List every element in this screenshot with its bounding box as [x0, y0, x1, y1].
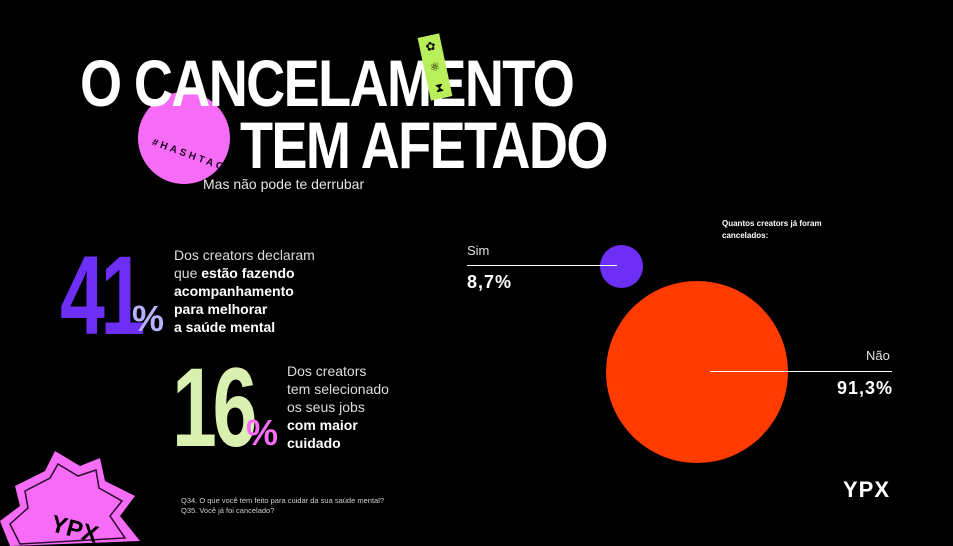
stat-41-value: 41 [60, 233, 145, 358]
flower-icon: ✿ [424, 38, 437, 54]
bubble-sim [600, 245, 643, 288]
sim-label: Sim [467, 243, 490, 258]
ypx-logo: YPX [843, 477, 891, 502]
page-subtitle: Mas não pode te derrubar [203, 176, 365, 192]
bubble-nao [606, 281, 788, 463]
page-title-line-2: TEM AFETADO [240, 108, 608, 182]
hashtag-circle-sticker [138, 92, 230, 184]
nao-leader-line [710, 371, 892, 372]
stat-41-unit: % [132, 298, 165, 339]
sim-leader-line [467, 265, 617, 266]
hourglass-icon: ⧗ [433, 79, 445, 95]
stat-16-unit: % [246, 412, 279, 453]
stat-41-description: Dos creators declaram que estão fazendo … [174, 247, 315, 335]
ypx-starburst-badge-icon: YPX [0, 451, 140, 546]
nao-value: 91,3% [837, 378, 894, 398]
page-title-line-1: O CANCELAMENTO [80, 46, 575, 120]
sim-value: 8,7% [467, 272, 513, 292]
footnotes: Q34. O que você tem feito para cuidar da… [181, 496, 385, 515]
stat-16-description: Dos creators tem selecionado os seus job… [287, 363, 389, 451]
chart-question: Quantos creators já foram cancelados: [722, 219, 822, 240]
nao-label: Não [866, 348, 890, 363]
atom-icon: ⚛ [428, 58, 442, 75]
stat-16-value: 16 [172, 345, 257, 470]
